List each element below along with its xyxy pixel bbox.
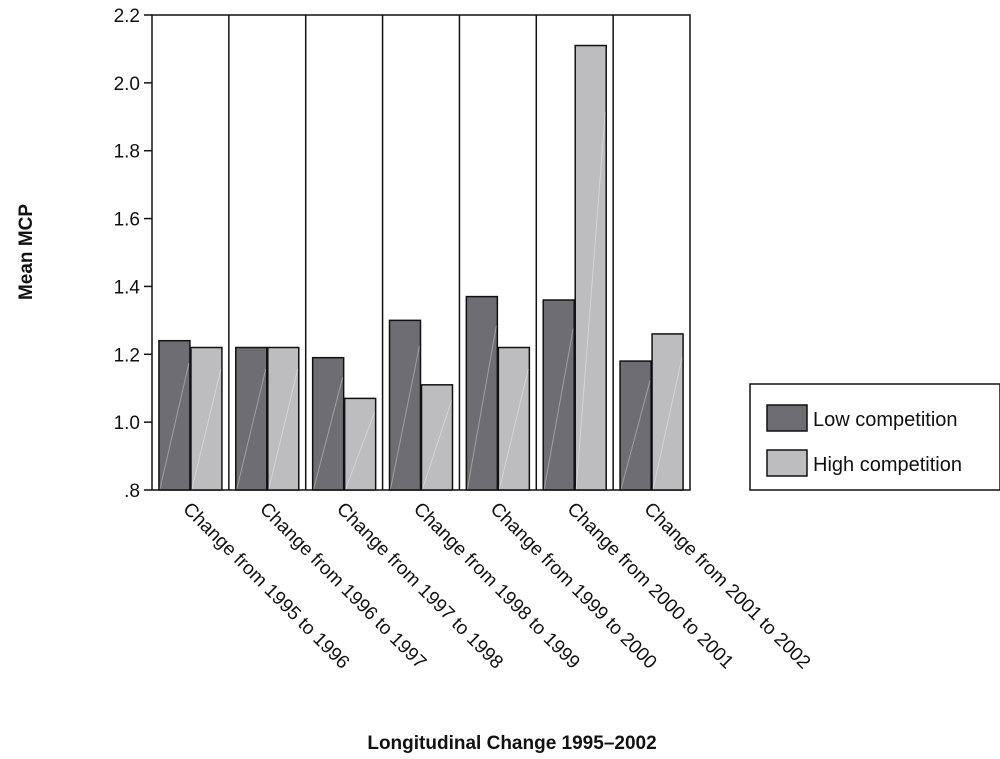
bar-high-competition (190, 346, 223, 491)
y-tick-label: 1.6 (114, 210, 140, 231)
bar-low-competition (388, 319, 422, 491)
bar-highlight (620, 380, 651, 490)
legend-swatch (766, 404, 808, 432)
bar-highlight (390, 345, 420, 490)
bar-high-competition (574, 44, 607, 491)
bar-highlight (268, 368, 299, 490)
bar-low-competition (542, 299, 575, 491)
y-tick-label: 2.0 (114, 74, 140, 95)
bar-low-competition (235, 346, 268, 491)
bar-highlight (345, 411, 376, 490)
bar-highlight (313, 377, 344, 490)
y-tick-label: 1.0 (114, 413, 140, 434)
bar-highlight (498, 368, 529, 490)
legend-swatch (766, 449, 808, 477)
legend-label: High competition (813, 454, 962, 476)
y-axis-title: Mean MCP (16, 204, 37, 300)
bar-low-competition (619, 360, 652, 491)
bar-high-competition (267, 346, 300, 491)
y-axis: .8 1.0 1.2 1.4 1.6 1.8 2.0 2.2 (114, 6, 152, 502)
bars (158, 44, 684, 491)
y-tick-label: 2.2 (114, 6, 140, 27)
bar-high-competition (343, 397, 377, 491)
x-tick-label: Change from 1995 to 1996 (178, 499, 353, 674)
legend: Low competition High competition (749, 383, 1000, 491)
bar-highlight (236, 368, 267, 490)
y-tick-label: 1.8 (114, 142, 140, 163)
bar-high-competition (497, 346, 531, 491)
bar-highlight (159, 362, 190, 490)
bar-low-competition (311, 356, 345, 491)
bar-high-competition (651, 333, 684, 491)
x-axis-title: Longitudinal Change 1995–2002 (367, 733, 656, 754)
y-tick-label: 1.4 (114, 277, 141, 298)
bar-highlight (543, 328, 574, 490)
bar-high-competition (420, 384, 454, 491)
bar-highlight (652, 357, 683, 490)
bar-highlight (191, 368, 222, 490)
bar-highlight (422, 400, 452, 490)
bar-highlight (575, 112, 606, 490)
bar-highlight (466, 325, 497, 490)
y-tick-label: .8 (124, 481, 140, 502)
bar-low-competition (465, 295, 499, 491)
bar-low-competition (158, 339, 191, 491)
y-tick-label: 1.2 (114, 345, 140, 366)
legend-label: Low competition (813, 409, 958, 431)
